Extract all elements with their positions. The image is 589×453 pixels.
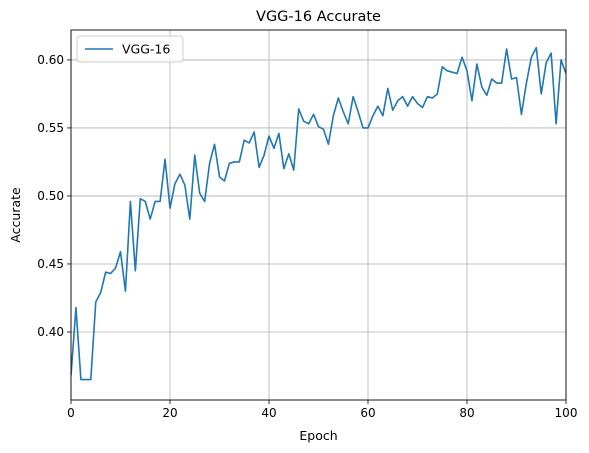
legend-label-vgg16: VGG-16 <box>122 42 170 57</box>
x-tick-label: 100 <box>555 406 578 420</box>
plot-frame <box>70 29 567 401</box>
x-tick-label: 80 <box>459 406 474 420</box>
x-axis-ticks: 0 20 40 60 80 100 <box>67 400 577 420</box>
y-tick-label: 0.55 <box>37 121 64 135</box>
x-tick-label: 60 <box>360 406 375 420</box>
plot-background <box>71 30 566 400</box>
x-axis-label: Epoch <box>299 428 337 443</box>
chart-title: VGG-16 Accurate <box>256 9 381 25</box>
series-line-vgg16 <box>71 46 566 381</box>
y-axis-label: Accurate <box>8 187 23 243</box>
x-tick-label: 40 <box>261 406 276 420</box>
y-tick-label: 0.40 <box>37 325 64 339</box>
y-tick-label: 0.45 <box>37 257 64 271</box>
legend-box <box>76 35 184 63</box>
legend: VGG-16 <box>76 35 184 63</box>
series-layer <box>71 46 566 381</box>
x-tick-label: 20 <box>162 406 177 420</box>
y-axis-ticks: 0.40 0.45 0.50 0.55 0.60 <box>37 53 71 339</box>
x-tick-label: 0 <box>67 406 75 420</box>
y-tick-label: 0.60 <box>37 53 64 67</box>
y-tick-label: 0.50 <box>37 189 64 203</box>
